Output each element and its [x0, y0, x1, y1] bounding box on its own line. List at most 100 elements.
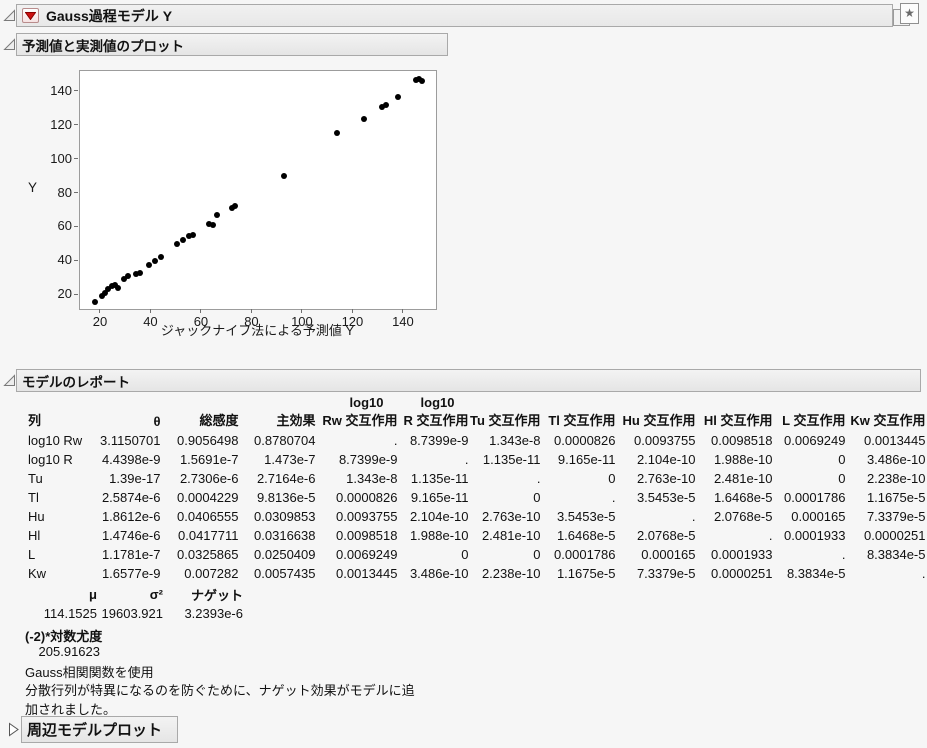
report-table-cell: 1.343e-8	[346, 471, 398, 486]
scatter-point[interactable]	[228, 205, 235, 212]
y-tick-mark	[74, 192, 78, 194]
scatter-point[interactable]	[112, 282, 119, 289]
report-table-cell: 8.3834e-5	[866, 547, 926, 562]
scatter-point[interactable]	[382, 101, 389, 108]
scatter-point[interactable]	[334, 129, 341, 136]
scatter-point[interactable]	[115, 284, 122, 291]
bookmark-button[interactable]: ★	[892, 3, 919, 27]
report-table-cell: 8.7399e-9	[338, 452, 398, 467]
y-tick-mark	[74, 259, 78, 261]
scatter-point[interactable]	[281, 172, 288, 179]
scatter-point[interactable]	[125, 273, 132, 280]
scatter-point[interactable]	[136, 270, 143, 277]
report-disclosure-open-icon[interactable]	[3, 374, 16, 387]
scatter-point[interactable]	[91, 299, 98, 306]
report-table-row: Tu 1.39e-17 2.7306e-6 2.7164e-6 1.343e-8 1.13…	[25, 467, 926, 486]
section-header-marginal[interactable]: 周辺モデルプロット	[21, 716, 178, 743]
report-table-cell: 0.0316638	[254, 528, 316, 543]
report-table-cell: 0.0000251	[711, 566, 773, 581]
section-title: モデルのレポート	[22, 374, 130, 390]
report-table-cell: 1.135e-11	[410, 471, 469, 486]
y-axis-label: Y	[28, 180, 38, 195]
report-table-cell: .	[536, 471, 541, 486]
disclosure-open-icon[interactable]	[3, 9, 16, 22]
scatter-point[interactable]	[412, 77, 419, 84]
report-table-cell: 2.0768e-5	[713, 509, 773, 524]
report-table-cell: 0.0000826	[336, 490, 398, 505]
window-title-bar[interactable]: Gauss過程モデル Y	[16, 4, 893, 27]
scatter-point[interactable]	[133, 271, 140, 278]
report-table-cell: 1.1675e-5	[866, 490, 926, 505]
report-table-cell: 1.135e-11	[482, 452, 541, 467]
red-triangle-menu-button[interactable]	[22, 8, 39, 23]
window-title: Gauss過程モデル Y	[46, 7, 173, 24]
scatter-point[interactable]	[213, 212, 220, 219]
scatter-point[interactable]	[360, 116, 367, 123]
section-header-plot[interactable]: 予測値と実測値のプロット	[16, 33, 448, 56]
scatter-point[interactable]	[231, 202, 238, 209]
scatter-plot-frame[interactable]	[79, 70, 437, 310]
report-table-cell: 0	[533, 547, 541, 562]
report-table-cell: 0.0013445	[864, 433, 926, 448]
params-header: ナゲット	[190, 588, 243, 603]
report-table-header: Tl 交互作用	[548, 413, 616, 428]
x-tick-label: 20	[92, 314, 108, 329]
scatter-point[interactable]	[121, 275, 128, 282]
report-table-cell: 0.0325865	[177, 547, 239, 562]
scatter-point[interactable]	[394, 94, 401, 101]
scatter-point[interactable]	[419, 78, 426, 85]
scatter-point[interactable]	[105, 285, 112, 292]
report-table-cell: 0.0250409	[254, 547, 316, 562]
scatter-point[interactable]	[379, 103, 386, 110]
y-tick-label: 60	[57, 218, 72, 234]
x-tick-label: 40	[143, 314, 158, 329]
section-title: 予測値と実測値のプロット	[22, 38, 184, 54]
scatter-point[interactable]	[109, 283, 116, 290]
report-table-row: Hu 1.8612e-6 0.0406555 0.0309853 0.0093755 2.…	[25, 505, 926, 524]
report-table-header: 列	[28, 413, 42, 428]
model-report-table: log10 log10 列 θ 総感度 主効果 Rw 交互作用 R 交互作用 Tu 交互作用 Tl…	[25, 395, 926, 581]
report-table-cell: 8.3834e-5	[786, 566, 846, 581]
model-note: Gauss相関関数を使用	[25, 665, 154, 680]
report-table-cell: 1.988e-10	[409, 528, 469, 543]
scatter-point[interactable]	[151, 258, 158, 265]
scatter-point[interactable]	[180, 236, 187, 243]
report-table-row: log10 R 4.4398e-9 1.5691e-7 1.473e-7 8.7399e…	[25, 448, 926, 467]
report-table-header-top	[696, 395, 773, 410]
report-table-row: Kw 1.6577e-9 0.007282 0.0057435 0.0013445 3.4…	[25, 562, 926, 581]
scatter-point[interactable]	[173, 240, 180, 247]
report-table-row-name: Kw	[28, 566, 47, 581]
report-table-cell: 0.0069249	[336, 547, 398, 562]
report-table-cell: 0.0000251	[864, 528, 926, 543]
params-value: 19603.921	[101, 605, 163, 621]
scatter-point[interactable]	[206, 221, 213, 228]
plot-disclosure-open-icon[interactable]	[3, 38, 16, 51]
report-table-cell: 9.165e-11	[557, 452, 616, 467]
scatter-point[interactable]	[158, 254, 165, 261]
scatter-point[interactable]	[415, 76, 422, 83]
report-table-cell: 0.0406555	[177, 509, 239, 524]
report-table-cell: 0.0069249	[784, 433, 846, 448]
x-tick-mark	[351, 309, 353, 313]
params-header: μ	[89, 587, 97, 602]
scatter-point[interactable]	[209, 221, 216, 228]
marginal-disclosure-collapsed-icon[interactable]	[7, 722, 20, 738]
report-table-cell: 1.988e-10	[713, 452, 773, 467]
scatter-point[interactable]	[98, 293, 105, 300]
scatter-point[interactable]	[146, 262, 153, 269]
report-table-header-top	[239, 395, 316, 410]
report-table-row-name: log10 Rw	[28, 433, 83, 448]
report-table-row: log10 Rw 3.1150701 0.9056498 0.8780704. 8.73…	[25, 429, 926, 448]
report-table-header: Hu 交互作用	[622, 413, 696, 428]
params-value: 114.1525	[43, 605, 97, 621]
report-table-cell: 1.8612e-6	[101, 509, 161, 524]
y-tick-label: 20	[57, 286, 72, 302]
report-table-header: L 交互作用	[782, 413, 846, 428]
report-table-header-top	[616, 395, 696, 410]
x-tick-mark	[99, 309, 101, 313]
scatter-point[interactable]	[190, 231, 197, 238]
x-tick-mark	[200, 309, 202, 313]
section-header-report[interactable]: モデルのレポート	[16, 369, 921, 392]
scatter-point[interactable]	[101, 289, 108, 296]
scatter-point[interactable]	[186, 232, 193, 239]
